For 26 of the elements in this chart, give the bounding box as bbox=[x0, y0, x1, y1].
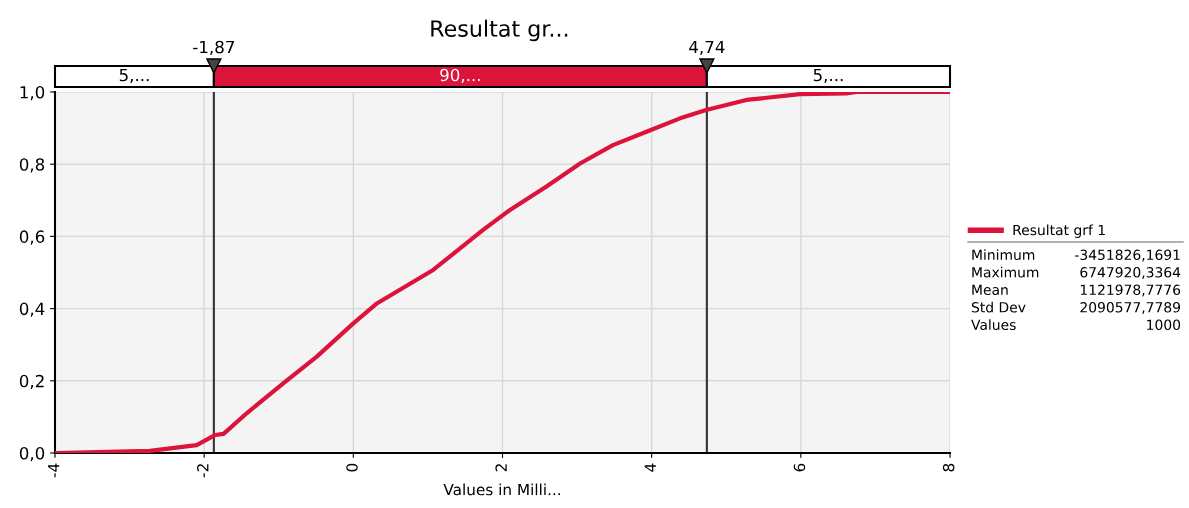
text: 5,... bbox=[813, 68, 843, 84]
text: Maximum 6747920,3364 bbox=[972, 266, 1181, 279]
y-tick-label: 0,2 bbox=[19, 374, 44, 390]
x-tick-label: 4 bbox=[644, 463, 656, 472]
text: 90,... bbox=[440, 68, 480, 84]
text: Values 1000 bbox=[971, 319, 1181, 331]
x-tick-label: -2 bbox=[197, 464, 209, 478]
x-tick-label: 0 bbox=[346, 463, 358, 472]
text: 5,... bbox=[119, 68, 149, 84]
text: Mean 1121978,7776 bbox=[972, 284, 1181, 297]
ref-line-label: -1,87 bbox=[193, 40, 234, 56]
x-axis-title: Values in Milli... bbox=[443, 483, 560, 496]
ref-line-label: 4,74 bbox=[689, 40, 725, 56]
y-tick-label: 0,8 bbox=[19, 158, 45, 173]
x-tick-label: 6 bbox=[793, 463, 806, 472]
y-tick-label: 1,0 bbox=[20, 85, 45, 101]
x-tick-label: 2 bbox=[495, 464, 507, 472]
text: Std Dev 2090577,7789 bbox=[971, 301, 1181, 314]
y-tick-label: 0,0 bbox=[19, 446, 45, 462]
y-tick-label: 0,4 bbox=[19, 302, 45, 317]
y-tick-label: 0,6 bbox=[19, 230, 45, 245]
chart-title: Resultat gr... bbox=[431, 19, 568, 42]
text: Minimum -3451826,1691 bbox=[972, 249, 1180, 262]
x-tick-label: -4 bbox=[48, 463, 60, 478]
x-tick-label: 8 bbox=[942, 463, 955, 472]
legend-label: Resultat grf 1 bbox=[1013, 224, 1105, 238]
